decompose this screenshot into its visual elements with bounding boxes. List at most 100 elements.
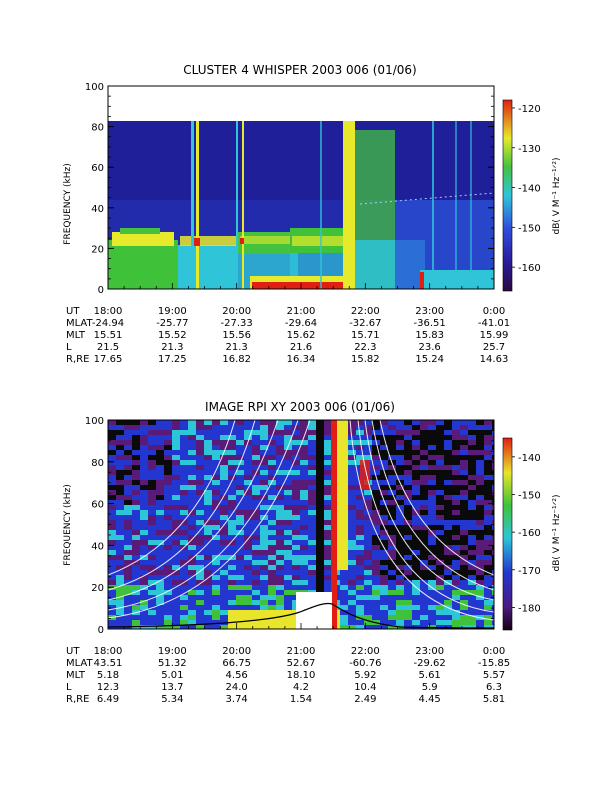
ephemeris-value: 13.7 (161, 682, 183, 693)
panel1-ytick-label: 80 (91, 123, 104, 134)
ephemeris-value: -27.33 (221, 318, 253, 329)
panel2-title: IMAGE RPI XY 2003 006 (01/06) (205, 400, 395, 414)
ephemeris-value: 15.99 (480, 330, 509, 341)
ephemeris-value: 23:00 (415, 646, 444, 657)
ephemeris-value: 0:00 (483, 646, 505, 657)
panel2-colorbar-tick: -180 (518, 603, 541, 614)
ephemeris-value: -15.85 (478, 658, 510, 669)
ephemeris-row-label: MLT (66, 330, 86, 341)
panel2-colorbar-tick: -140 (518, 453, 541, 464)
ephemeris-value: 52.67 (287, 658, 316, 669)
panel1-colorbar-ticks: -120 -130 -140 -150 -160 (512, 104, 541, 274)
ephemeris-row-label: L (66, 682, 72, 693)
panel1-colorbar (502, 99, 513, 292)
ephemeris-value: 20:00 (222, 646, 251, 657)
ephemeris-value: 21.5 (97, 342, 119, 353)
ephemeris-value: 22:00 (351, 646, 380, 657)
ephemeris-value: 3.74 (226, 694, 248, 705)
ephemeris-value: 21.3 (161, 342, 183, 353)
panel1-colorbar-tick: -130 (518, 144, 541, 155)
panel2-ytick-label: 60 (91, 500, 104, 511)
ephemeris-value: 5.01 (161, 670, 183, 681)
panel1-colorbar-tick: -120 (518, 104, 541, 115)
panel1-ylabel: FREQUENCY (kHz) (63, 163, 73, 244)
ephemeris-value: 5.92 (354, 670, 376, 681)
panel1-ytick-label: 40 (91, 204, 104, 215)
panel1-colorbar-tick: -150 (518, 223, 541, 234)
ephemeris-value: 15.56 (222, 330, 251, 341)
panel1-spectrogram (108, 121, 494, 289)
ephemeris-value: 19:00 (158, 306, 187, 317)
ephemeris-value: 5.34 (161, 694, 183, 705)
ephemeris-value: 15.71 (351, 330, 380, 341)
ephemeris-value: 15.52 (158, 330, 187, 341)
ephemeris-value: 18:00 (94, 646, 123, 657)
panel1-ytick-label: 0 (98, 285, 104, 296)
panel2-colorbar-label: dB( V M⁻¹ Hz⁻¹ᐟ²) (552, 494, 562, 571)
panel1-colorbar-tick: -160 (518, 263, 541, 274)
ephemeris-value: 15.24 (415, 354, 444, 365)
ephemeris-value: 15.62 (287, 330, 316, 341)
ephemeris-value: 21.6 (290, 342, 312, 353)
panel1-x-axis (107, 283, 495, 289)
panel1-y-axis: 0 20 40 60 80 100 (85, 82, 494, 296)
ephemeris-value: -41.01 (478, 318, 510, 329)
panel1-ytick-label: 60 (91, 163, 104, 174)
ephemeris-value: 15.82 (351, 354, 380, 365)
ephemeris-value: -36.51 (414, 318, 446, 329)
ephemeris-value: 14.63 (480, 354, 509, 365)
ephemeris-value: 23.6 (419, 342, 441, 353)
ephemeris-value: 21:00 (287, 306, 316, 317)
panel1-ytick-label: 20 (91, 244, 104, 255)
ephemeris-row-label: R,RE (66, 694, 89, 705)
ephemeris-value: 1.54 (290, 694, 312, 705)
ephemeris-value: -32.67 (349, 318, 381, 329)
ephemeris-row-label: MLT (66, 670, 86, 681)
ephemeris-value: 24.0 (226, 682, 248, 693)
panel2-x-axis (107, 623, 495, 629)
ephemeris-value: 15.83 (415, 330, 444, 341)
panel2-ytick-label: 80 (91, 458, 104, 469)
ephemeris-value: 18:00 (94, 306, 123, 317)
panel2-colorbar-tick: -150 (518, 490, 541, 501)
panel2-ytick-label: 0 (98, 625, 104, 636)
ephemeris-value: 0:00 (483, 306, 505, 317)
ephemeris-value: 43.51 (94, 658, 123, 669)
ephemeris-value: 18.10 (287, 670, 316, 681)
panel1-ephemeris: UT 18:00 19:00 20:00 21:00 22:00 23:00 0:00 MLAT… (66, 306, 510, 365)
panel2-ephemeris: UT 18:00 19:00 20:00 21:00 22:00 23:00 0:00 MLAT… (66, 646, 510, 705)
panel2-ylabel: FREQUENCY (kHz) (63, 484, 73, 565)
ephemeris-value: 25.7 (483, 342, 505, 353)
panel2-ytick-label: 100 (85, 416, 104, 427)
ephemeris-value: -29.64 (285, 318, 317, 329)
ephemeris-row-label: UT (66, 306, 80, 317)
ephemeris-value: 17.65 (94, 354, 123, 365)
panel2-colorbar-ticks: -140 -150 -160 -170 -180 (512, 453, 541, 614)
panel2-ytick-label: 20 (91, 583, 104, 594)
ephemeris-value: 2.49 (354, 694, 376, 705)
ephemeris-value: 17.25 (158, 354, 187, 365)
ephemeris-value: 51.32 (158, 658, 187, 669)
ephemeris-value: 22.3 (354, 342, 376, 353)
ephemeris-value: 5.61 (419, 670, 441, 681)
panel2-colorbar (502, 437, 513, 631)
ephemeris-value: -25.77 (156, 318, 188, 329)
panel1-colorbar-tick: -140 (518, 184, 541, 195)
ephemeris-row-label: UT (66, 646, 80, 657)
ephemeris-value: 4.45 (419, 694, 441, 705)
panel1-colorbar-label: dB( V M⁻¹ Hz⁻¹ᐟ²) (552, 157, 562, 234)
panel1-ytick-label: 100 (85, 82, 104, 93)
ephemeris-value: 4.2 (293, 682, 309, 693)
ephemeris-value: 5.81 (483, 694, 505, 705)
ephemeris-row-label: L (66, 342, 72, 353)
ephemeris-value: 22:00 (351, 306, 380, 317)
ephemeris-value: 4.56 (226, 670, 248, 681)
ephemeris-value: 12.3 (97, 682, 119, 693)
ephemeris-value: 16.82 (222, 354, 251, 365)
ephemeris-value: -24.94 (92, 318, 124, 329)
panel2-colorbar-tick: -170 (518, 566, 541, 577)
ephemeris-value: 5.9 (422, 682, 438, 693)
ephemeris-row-label: MLAT (66, 318, 93, 329)
